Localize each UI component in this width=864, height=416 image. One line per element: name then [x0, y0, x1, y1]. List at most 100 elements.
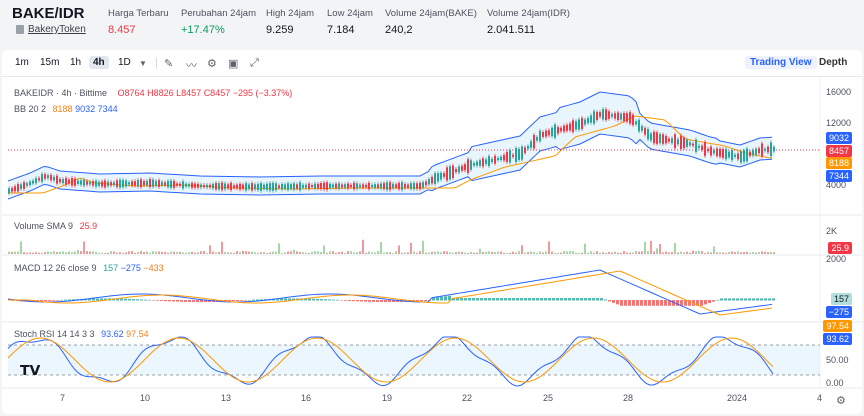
candle-body [77, 180, 79, 184]
candle-body [440, 172, 442, 180]
candle-body [755, 148, 757, 155]
candle-body [221, 182, 223, 191]
macd-histogram-bar [764, 298, 767, 301]
candle-body [260, 183, 262, 191]
candle-body [209, 184, 211, 188]
candle-body [320, 183, 322, 189]
save-icon[interactable]: ▣ [228, 58, 239, 70]
price-tag-bb-lower: 7344 [825, 170, 852, 182]
candle-body [137, 180, 139, 187]
candle-body [158, 180, 160, 187]
volume-bar [290, 251, 292, 254]
candle-body [581, 118, 583, 129]
timeframe-dropdown-icon[interactable]: ▼ [139, 59, 147, 68]
macd-histogram-bar [332, 299, 335, 301]
date-label: 13 [221, 393, 232, 403]
candle-body [83, 179, 85, 186]
volume-bar [74, 251, 76, 254]
volume-bar [416, 252, 418, 254]
volume-bar [20, 241, 22, 254]
volume-bar [602, 252, 604, 254]
volume-bar [176, 251, 178, 254]
depth-button[interactable]: Depth [819, 57, 848, 68]
macd-histogram-bar [236, 300, 239, 301]
timeframe-15m[interactable]: 15m [40, 57, 60, 68]
volume-bar [239, 252, 241, 254]
volume-bar [503, 252, 505, 254]
volume-bar [314, 251, 316, 254]
volume-bar [287, 251, 289, 254]
candle-body [620, 113, 622, 120]
settings-icon[interactable]: ⚙ [207, 58, 217, 70]
macd-histogram-bar [468, 298, 471, 301]
candle-body [206, 184, 208, 188]
macd-histogram-bar [416, 300, 419, 302]
macd-histogram-bar [452, 298, 455, 301]
candle-body [68, 179, 70, 184]
volume-bar [350, 251, 352, 254]
macd-histogram-bar [576, 298, 579, 301]
token-name[interactable]: BakeryToken [28, 24, 86, 35]
macd-histogram-bar [520, 298, 523, 301]
volume-bar [245, 251, 247, 254]
token-icon [16, 25, 24, 34]
stoch-tag-k: 93.62 [823, 333, 852, 345]
volume-bar [497, 251, 499, 254]
candle-body [272, 182, 274, 191]
macd-histogram-bar [280, 298, 283, 301]
volume-bar [26, 252, 28, 254]
candle-body [104, 180, 106, 188]
volume-bar [485, 251, 487, 254]
volume-bar [80, 251, 82, 254]
macd-histogram-bar [340, 300, 343, 301]
volume-bar [227, 252, 229, 254]
macd-histogram-bar [472, 298, 475, 301]
macd-histogram-bar [768, 298, 771, 301]
stoch-axis-50: 50.00 [826, 355, 849, 365]
timeframe-1h[interactable]: 1h [70, 57, 82, 68]
candle-body [347, 183, 349, 189]
timeframe-1d[interactable]: 1D [118, 57, 131, 68]
macd-histogram-bar [312, 298, 315, 301]
candle-body [491, 158, 493, 162]
volume-bar [77, 249, 79, 254]
candle-body [131, 181, 133, 186]
candle-body [335, 183, 337, 189]
candle-body [317, 183, 319, 189]
volume-bar [728, 251, 730, 254]
volume-bar [179, 251, 181, 254]
volume-bar [611, 252, 613, 254]
candle-body [725, 148, 727, 160]
bollinger-upper-band [7, 91, 773, 182]
pencil-icon[interactable]: ✎ [164, 58, 174, 70]
trading-view-button[interactable]: Trading View [745, 56, 817, 69]
candle-body [707, 148, 709, 152]
volume-bar [374, 252, 376, 254]
fullscreen-icon[interactable]: ⤢ [250, 57, 259, 69]
volume-bar [584, 243, 586, 254]
candle-body [422, 182, 424, 188]
volume-bar [446, 251, 448, 254]
stat-high-24h: High 24jam 9.259 [266, 8, 315, 36]
candle-body [245, 183, 247, 191]
candle-body [437, 173, 439, 182]
volume-bar [317, 251, 319, 254]
indicator-icon[interactable]: 〰 [186, 60, 197, 72]
macd-histogram-bar [292, 298, 295, 301]
timeframe-1m[interactable]: 1m [15, 57, 29, 68]
candle-body [185, 183, 187, 187]
macd-histogram-bar [288, 298, 291, 301]
token-link[interactable]: BakeryToken [16, 24, 86, 35]
macd-histogram-bar [132, 299, 135, 301]
candle-body [695, 139, 697, 152]
volume-bar [266, 252, 268, 254]
volume-bar [221, 241, 223, 254]
candle-body [722, 149, 724, 158]
timeframe-4h[interactable]: 4h [89, 56, 109, 69]
volume-bar [635, 251, 637, 254]
settings-gear-icon[interactable]: ⚙ [836, 395, 846, 407]
macd-histogram-bar [344, 300, 347, 301]
macd-histogram-bar [624, 300, 627, 306]
candle-body [26, 183, 28, 186]
